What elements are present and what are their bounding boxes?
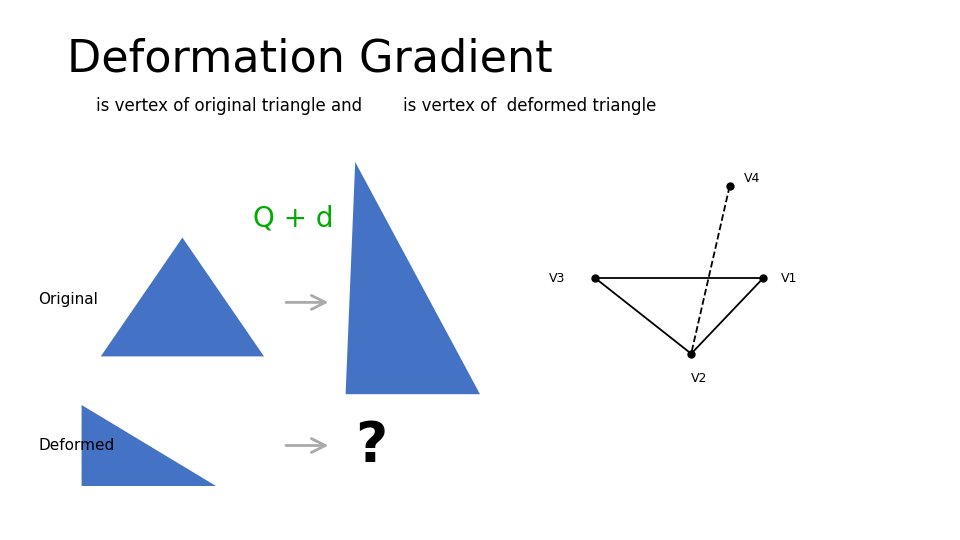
Text: V1: V1 xyxy=(780,272,797,285)
Text: Deformed: Deformed xyxy=(38,438,114,453)
Text: Q + d: Q + d xyxy=(252,205,333,233)
Text: V2: V2 xyxy=(691,372,708,384)
Text: is vertex of original triangle and: is vertex of original triangle and xyxy=(96,97,362,115)
Text: Deformation Gradient: Deformation Gradient xyxy=(67,38,553,81)
Text: V4: V4 xyxy=(744,172,760,185)
Text: ?: ? xyxy=(355,418,388,472)
Polygon shape xyxy=(346,162,480,394)
Text: V3: V3 xyxy=(549,272,565,285)
Text: Original: Original xyxy=(38,292,98,307)
Polygon shape xyxy=(82,405,216,486)
Polygon shape xyxy=(101,238,264,356)
Text: is vertex of  deformed triangle: is vertex of deformed triangle xyxy=(403,97,657,115)
